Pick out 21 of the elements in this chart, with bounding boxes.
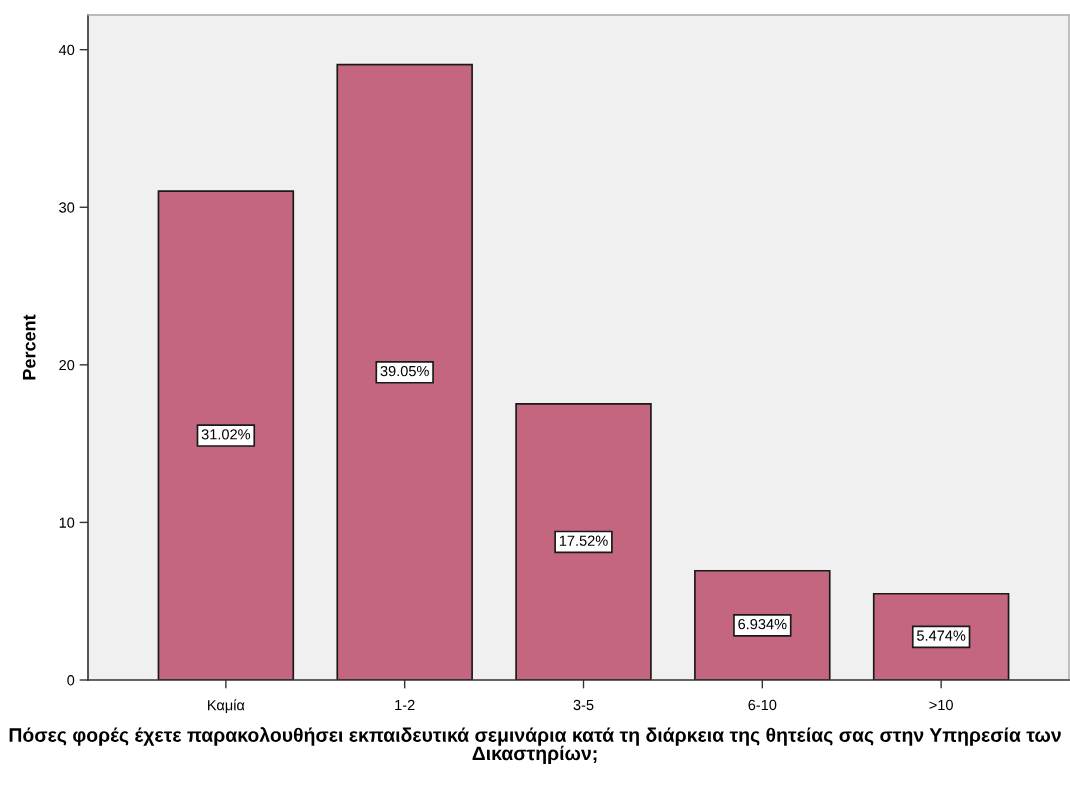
x-tick-label: Καμία [208, 699, 245, 713]
data-label: 5.474% [917, 630, 966, 641]
y-tick-label: 0 [67, 675, 75, 686]
y-axis-title: Percent [22, 314, 36, 380]
data-label: 39.05% [380, 365, 429, 377]
y-tick-label: 10 [59, 517, 75, 528]
x-tick-label: >10 [929, 699, 953, 711]
bar [336, 63, 473, 680]
x-tick-label: 3-5 [573, 699, 594, 711]
x-tick-label: 6-10 [748, 699, 777, 711]
x-tick-label: 1-2 [395, 699, 415, 711]
bar [694, 569, 831, 680]
bar [157, 190, 295, 680]
y-tick-label: 20 [59, 359, 75, 371]
data-label: 6.934% [738, 618, 787, 630]
x-axis-title: Πόσες φορές έχετε παρακολουθήσει εκπαιδευτικά σεμινάρια κατά τη διάρκεια της θητείας σας στην Υπηρεσία των Δικαστηρίων; [9, 727, 1061, 765]
y-tick-label: 30 [59, 202, 75, 213]
bar [515, 403, 652, 680]
data-label: 31.02% [201, 429, 251, 440]
y-tick-label: 40 [58, 44, 75, 56]
data-label: 17.52% [559, 535, 608, 546]
